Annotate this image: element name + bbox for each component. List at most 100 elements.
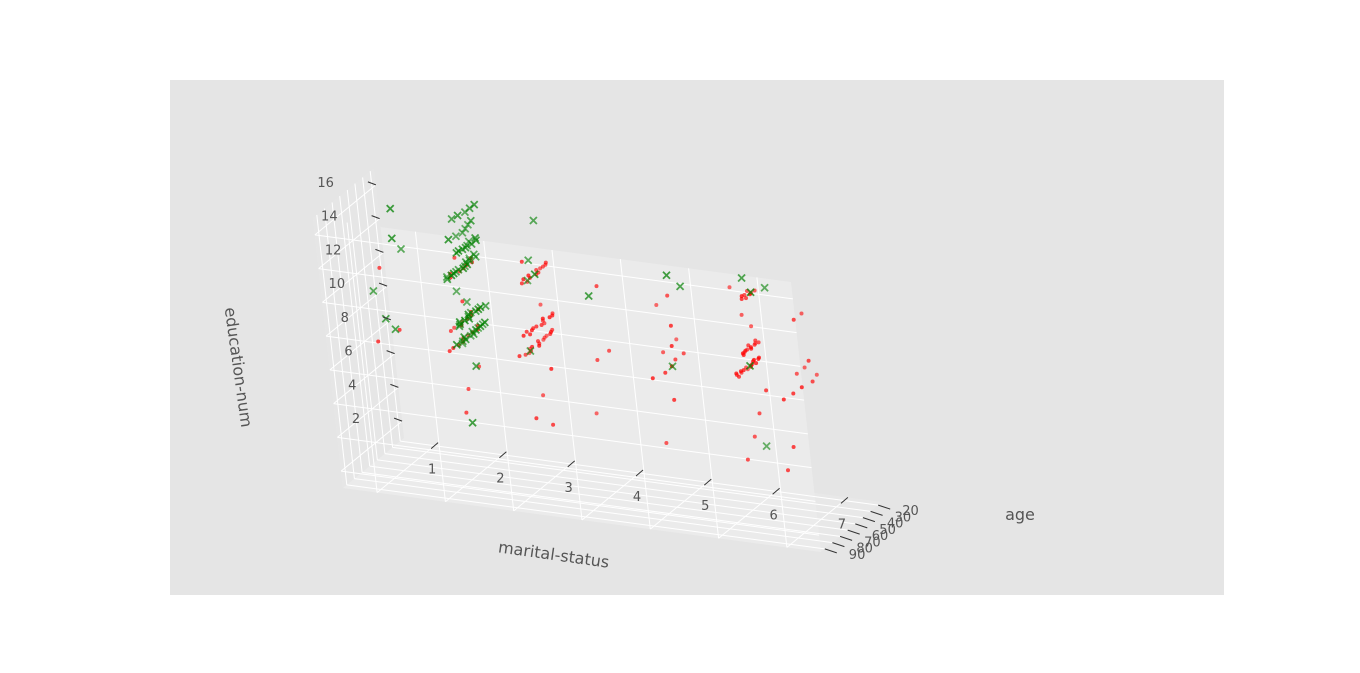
data-point bbox=[756, 340, 761, 345]
data-point bbox=[661, 350, 666, 355]
z-tick-label: 14 bbox=[321, 210, 338, 225]
data-point bbox=[669, 344, 674, 348]
y-axis-label: age bbox=[1005, 505, 1035, 524]
data-point bbox=[810, 379, 815, 384]
data-point bbox=[541, 393, 546, 398]
marker-stroke bbox=[523, 276, 532, 285]
data-point-x bbox=[459, 264, 468, 273]
data-point-x bbox=[452, 340, 461, 349]
data-point bbox=[664, 441, 669, 445]
data-points bbox=[369, 200, 819, 473]
data-point bbox=[673, 357, 678, 362]
grid-line bbox=[323, 208, 355, 479]
y-tick-mark bbox=[862, 517, 876, 523]
y-tick-label: 30 bbox=[895, 510, 912, 525]
data-point bbox=[781, 397, 786, 402]
data-point-x bbox=[662, 271, 671, 280]
data-point bbox=[519, 281, 524, 286]
grid-line bbox=[688, 268, 720, 539]
data-point bbox=[464, 410, 469, 415]
grid-line bbox=[483, 240, 515, 511]
y-tick-label: 50 bbox=[879, 523, 896, 538]
x-tick-label: 2 bbox=[496, 472, 504, 487]
grid-line bbox=[619, 259, 651, 530]
data-point bbox=[594, 411, 599, 416]
data-point-x bbox=[467, 239, 476, 249]
marker-stroke bbox=[526, 346, 535, 356]
data-point bbox=[460, 299, 465, 304]
grid-line bbox=[377, 459, 856, 525]
data-point bbox=[539, 323, 544, 327]
data-point-x bbox=[443, 275, 452, 284]
marker-stroke bbox=[481, 301, 490, 311]
marker-stroke bbox=[471, 252, 480, 261]
marker-stroke bbox=[466, 331, 475, 340]
data-point bbox=[752, 434, 757, 439]
data-point bbox=[548, 332, 553, 336]
y-tick-mark bbox=[839, 535, 853, 541]
marker-stroke bbox=[443, 275, 452, 284]
z-tick-mark bbox=[386, 350, 395, 355]
marker-stroke bbox=[529, 216, 538, 225]
grid-line bbox=[346, 222, 378, 493]
data-point bbox=[752, 342, 757, 347]
data-point bbox=[791, 445, 796, 449]
z-tick-label: 4 bbox=[348, 378, 356, 393]
grid-line bbox=[756, 277, 788, 548]
marker-stroke bbox=[442, 272, 452, 282]
marker-stroke bbox=[472, 361, 481, 371]
marker-stroke bbox=[458, 337, 467, 346]
data-point bbox=[749, 324, 754, 329]
marker-stroke bbox=[737, 273, 746, 283]
data-point bbox=[674, 337, 679, 342]
data-point-x bbox=[462, 297, 472, 307]
y-tick-label: 80 bbox=[856, 542, 873, 557]
grid-line bbox=[340, 420, 403, 472]
marker-stroke bbox=[462, 297, 472, 307]
data-point bbox=[529, 328, 534, 333]
grid-line bbox=[354, 183, 386, 454]
data-point-x bbox=[453, 211, 462, 220]
z-tick-mark bbox=[371, 215, 380, 220]
marker-stroke bbox=[444, 235, 453, 244]
data-point bbox=[654, 303, 659, 307]
data-point bbox=[521, 333, 526, 338]
marker-stroke bbox=[468, 418, 477, 427]
data-point-x bbox=[451, 232, 461, 241]
data-point-x bbox=[391, 325, 400, 334]
y-tick-mark bbox=[870, 510, 883, 516]
data-point-x bbox=[523, 276, 532, 285]
y-tick-label: 90 bbox=[849, 548, 866, 563]
marker-stroke bbox=[760, 283, 769, 292]
data-point-x bbox=[465, 314, 474, 324]
data-point bbox=[739, 370, 744, 375]
data-point-x bbox=[466, 331, 475, 340]
data-point bbox=[786, 468, 790, 473]
grid-line bbox=[581, 469, 644, 521]
grid-line bbox=[314, 184, 377, 236]
data-point bbox=[665, 293, 670, 298]
z-tick-label: 8 bbox=[341, 311, 349, 326]
z-tick-label: 16 bbox=[317, 176, 334, 191]
y-tick-label: 60 bbox=[872, 529, 889, 544]
data-point bbox=[814, 372, 819, 377]
data-point-x bbox=[737, 273, 746, 283]
grid-line bbox=[445, 451, 507, 503]
grid-line bbox=[392, 446, 871, 512]
marker-stroke bbox=[463, 220, 473, 229]
data-point bbox=[448, 329, 453, 333]
data-point-x bbox=[468, 418, 477, 427]
grid-line bbox=[339, 196, 371, 467]
data-point bbox=[741, 353, 746, 357]
grid-line bbox=[337, 436, 816, 502]
y-tick-mark bbox=[855, 523, 868, 529]
marker-stroke bbox=[470, 233, 480, 243]
y-tick-label: 40 bbox=[887, 517, 904, 532]
data-point bbox=[764, 388, 769, 393]
grid-line bbox=[551, 249, 583, 521]
data-point-x bbox=[529, 216, 538, 225]
x-tick-mark bbox=[840, 497, 849, 504]
data-point bbox=[549, 366, 554, 371]
data-point-x bbox=[460, 207, 470, 217]
